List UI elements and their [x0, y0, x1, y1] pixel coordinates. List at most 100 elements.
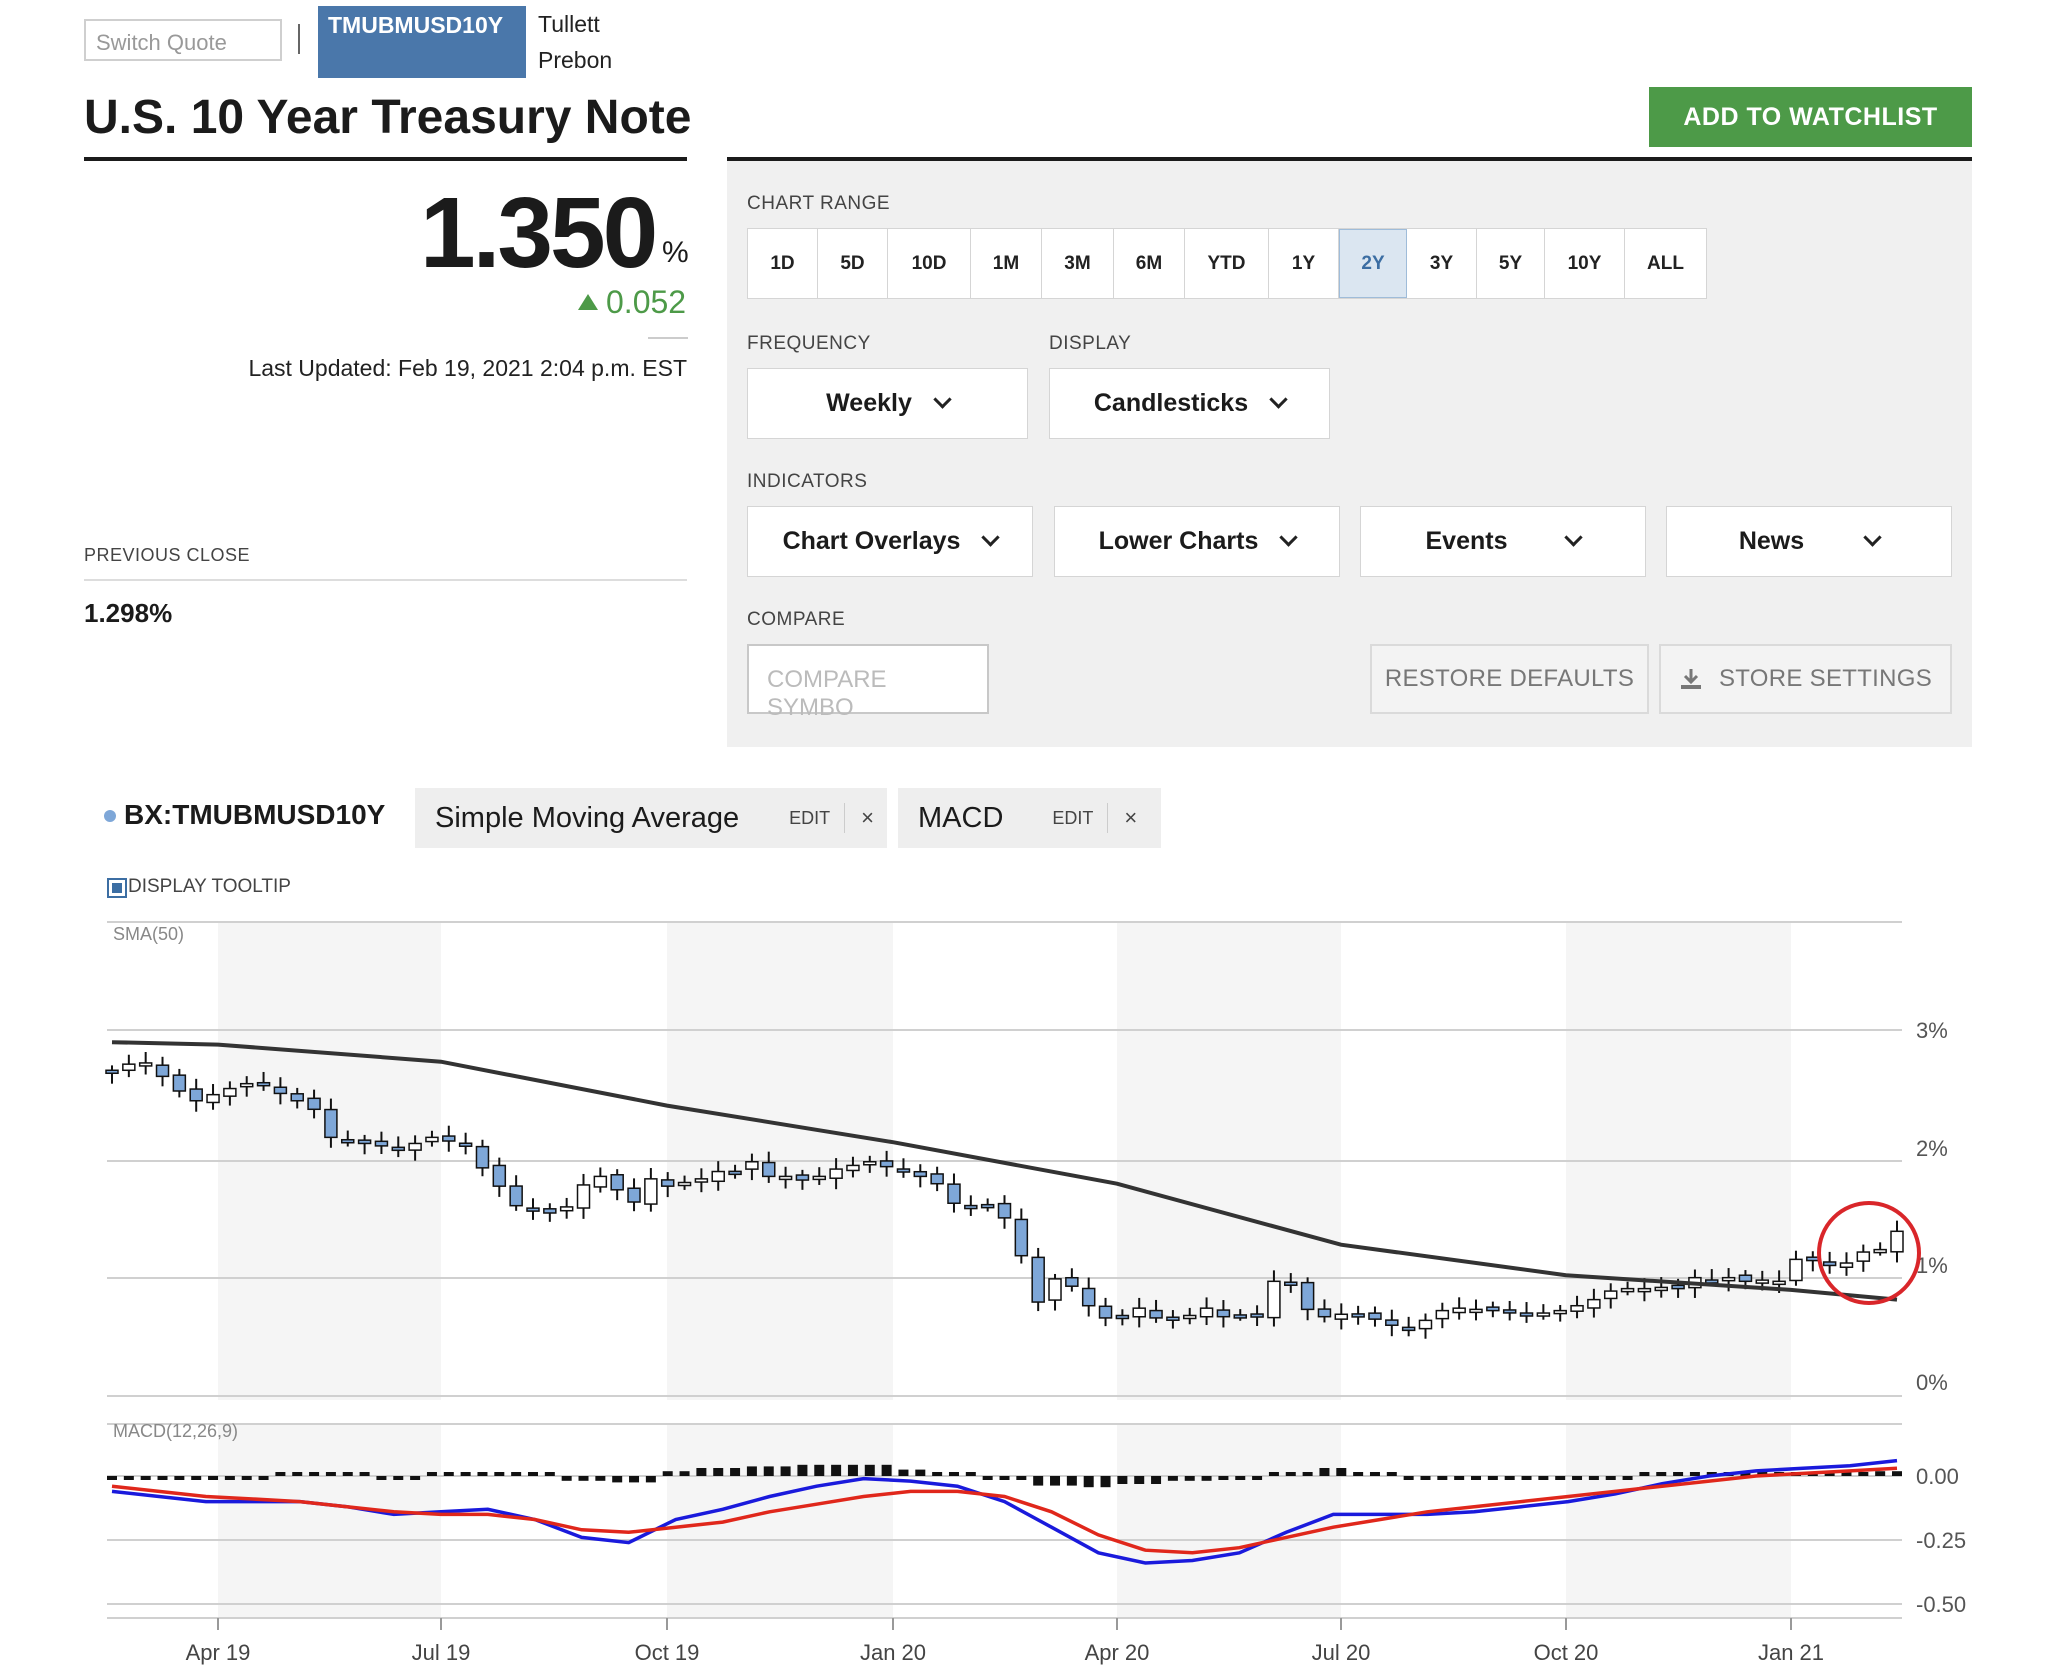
macd-histogram-bar	[629, 1476, 640, 1483]
candle-up	[1418, 1319, 1433, 1330]
macd-histogram-bar	[1521, 1476, 1532, 1480]
range-1y[interactable]: 1Y	[1269, 229, 1339, 298]
candle-up	[677, 1181, 692, 1187]
macd-histogram-bar	[292, 1472, 303, 1476]
macd-histogram-bar	[208, 1476, 219, 1480]
macd-histogram-bar	[1050, 1476, 1061, 1486]
macd-histogram-bar	[1134, 1476, 1145, 1484]
candle-down	[896, 1168, 911, 1173]
macd-histogram-bar	[1841, 1472, 1852, 1476]
macd-remove-button[interactable]: ×	[1124, 805, 1138, 830]
range-1m[interactable]: 1M	[971, 229, 1042, 298]
candle-down	[879, 1160, 894, 1168]
range-3y[interactable]: 3Y	[1407, 229, 1477, 298]
tag-divider	[844, 803, 846, 833]
macd-histogram-bar	[1538, 1476, 1549, 1480]
range-1d[interactable]: 1D	[748, 229, 818, 298]
macd-histogram-bar	[258, 1476, 269, 1480]
macd-histogram-bar	[1268, 1472, 1279, 1476]
symbol-badge[interactable]: TMUBMUSD10Y	[318, 6, 526, 78]
range-5d[interactable]: 5D	[818, 229, 888, 298]
macd-histogram-bar	[325, 1472, 336, 1476]
x-tick-label: Oct 19	[635, 1640, 700, 1665]
x-tick-label: Jul 19	[412, 1640, 471, 1665]
previous-close-value: 1.298%	[84, 598, 173, 628]
x-tick-label: Oct 20	[1534, 1640, 1599, 1665]
macd-histogram-bar	[814, 1464, 825, 1476]
compare-symbol-input[interactable]: COMPARE SYMBO	[747, 644, 989, 721]
display-tooltip-checkbox[interactable]	[107, 878, 127, 898]
candle-up	[1873, 1248, 1887, 1254]
macd-histogram-bar	[494, 1472, 505, 1476]
macd-histogram-bar	[696, 1468, 707, 1476]
source-line-2: Prebon	[538, 47, 613, 73]
frequency-value: Weekly	[826, 389, 912, 417]
change-value: 0.052	[606, 284, 687, 320]
macd-histogram-bar	[561, 1476, 572, 1481]
candle-up	[1199, 1307, 1214, 1318]
macd-histogram-bar	[1403, 1476, 1414, 1480]
candle-down	[1115, 1314, 1130, 1320]
events-dropdown[interactable]: Events	[1360, 506, 1646, 577]
sma-edit-button[interactable]: EDIT	[789, 807, 831, 828]
candle-down	[526, 1207, 540, 1212]
restore-defaults-button[interactable]: RESTORE DEFAULTS	[1370, 644, 1649, 714]
macd-histogram-bar	[1066, 1476, 1077, 1486]
candle-up	[711, 1170, 725, 1183]
x-tick-label: Apr 20	[1085, 1640, 1150, 1665]
candle-down	[442, 1135, 456, 1142]
frequency-dropdown[interactable]: Weekly	[747, 368, 1028, 439]
macd-histogram-bar	[1689, 1472, 1700, 1476]
macd-histogram-bar	[1740, 1472, 1751, 1476]
range-6m[interactable]: 6M	[1114, 229, 1185, 298]
candle-down	[357, 1139, 372, 1145]
range-2y[interactable]: 2Y	[1339, 229, 1407, 298]
macd-histogram-bar	[1218, 1476, 1229, 1480]
chart-band	[667, 1424, 893, 1618]
chart-band	[1566, 1424, 1791, 1618]
add-to-watchlist-button[interactable]: ADD TO WATCHLIST	[1649, 87, 1972, 147]
macd-edit-button[interactable]: EDIT	[1052, 807, 1094, 828]
range-ytd[interactable]: YTD	[1185, 229, 1269, 298]
chart-overlays-dropdown[interactable]: Chart Overlays	[747, 506, 1033, 577]
macd-histogram-bar	[578, 1476, 589, 1481]
news-dropdown[interactable]: News	[1666, 506, 1952, 577]
macd-histogram-bar	[1639, 1472, 1650, 1476]
candle-down	[1671, 1284, 1685, 1290]
macd-histogram-bar	[527, 1472, 538, 1476]
range-5y[interactable]: 5Y	[1477, 229, 1545, 298]
candle-up	[829, 1168, 843, 1179]
compare-label: COMPARE	[747, 609, 846, 630]
y-tick-label: 3%	[1916, 1018, 1948, 1043]
candle-up	[1721, 1276, 1736, 1282]
candle-down	[1284, 1281, 1298, 1286]
candle-down	[1166, 1316, 1180, 1321]
macd-histogram-bar	[1016, 1476, 1027, 1480]
display-dropdown[interactable]: Candlesticks	[1049, 368, 1330, 439]
candle-down	[1486, 1306, 1500, 1312]
candle-down	[273, 1086, 288, 1095]
sma-remove-button[interactable]: ×	[861, 805, 875, 830]
candle-up	[593, 1175, 608, 1188]
candle-down	[341, 1138, 355, 1144]
range-all[interactable]: ALL	[1647, 252, 1684, 274]
macd-histogram-bar	[1471, 1476, 1482, 1480]
store-settings-button[interactable]: STORE SETTINGS	[1659, 644, 1952, 714]
switch-quote-input[interactable]: Switch Quote	[84, 19, 282, 61]
candle-up	[1267, 1280, 1281, 1319]
chart-overlays-label: Chart Overlays	[782, 527, 961, 555]
candle-down	[1081, 1287, 1096, 1307]
display-label: DISPLAY	[1049, 333, 1132, 354]
range-10y[interactable]: 10Y	[1545, 229, 1625, 298]
macd-histogram-bar	[191, 1476, 202, 1480]
candle-up	[778, 1175, 793, 1181]
range-10d[interactable]: 10D	[888, 229, 971, 298]
candle-down	[1149, 1309, 1163, 1319]
range-3m[interactable]: 3M	[1042, 229, 1114, 298]
lower-charts-dropdown[interactable]: Lower Charts	[1054, 506, 1340, 577]
candle-down	[1216, 1309, 1231, 1318]
macd-histogram-bar	[460, 1472, 471, 1476]
macd-histogram-bar	[1858, 1472, 1869, 1476]
price-unit: %	[662, 236, 689, 269]
